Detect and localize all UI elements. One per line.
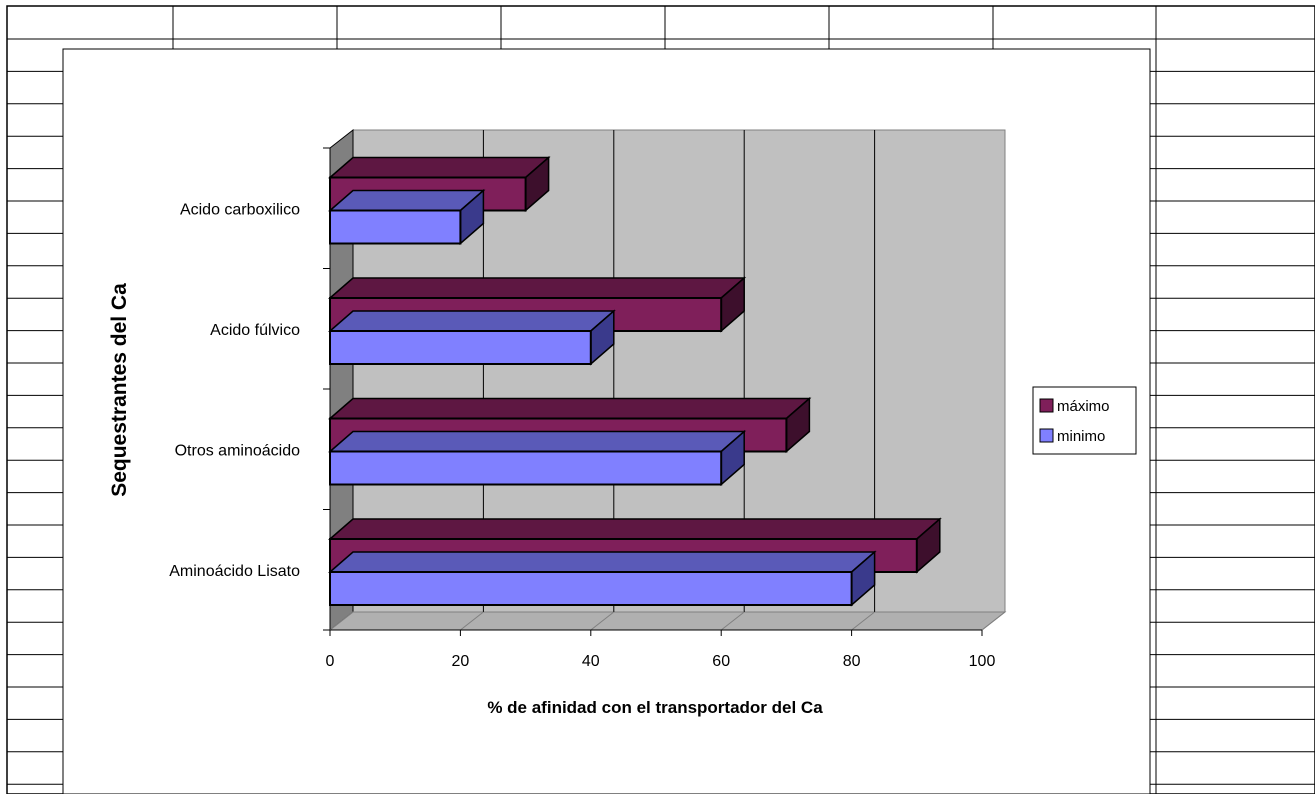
legend[interactable]: máximo minimo xyxy=(1032,386,1137,455)
bar-minimo-top xyxy=(327,551,877,573)
floor-gridline xyxy=(720,611,745,631)
bar-maximo-top xyxy=(327,397,812,420)
plot-area: 0 20 40 60 80 100 Aminoácido Lisato Otros amino… xyxy=(169,128,1007,670)
x-tick-label: 0 xyxy=(326,653,335,670)
legend-entry-label: minimo xyxy=(1057,428,1105,445)
legend-box xyxy=(1032,386,1137,455)
floor-gridline xyxy=(851,611,875,631)
x-tick-label: 20 xyxy=(452,653,470,670)
y-axis-title: Sequestrantes del Ca xyxy=(108,283,131,497)
y-tick-label: Aminoácido Lisato xyxy=(169,563,300,580)
y-tick-label: Acido carboxilico xyxy=(180,202,300,219)
bar-minimo-top xyxy=(327,310,616,332)
bar-minimo[interactable] xyxy=(329,450,723,486)
bar-minimo[interactable] xyxy=(329,330,592,365)
bar-minimo-top xyxy=(327,189,486,212)
floor-gridline xyxy=(981,611,1006,631)
legend-swatch xyxy=(1039,428,1054,443)
x-tick-label: 100 xyxy=(969,653,996,670)
floor-gridline xyxy=(460,611,484,631)
legend-swatch xyxy=(1039,398,1054,413)
x-tick-label: 60 xyxy=(712,653,730,670)
legend-entry-label: máximo xyxy=(1057,398,1110,415)
y-tick-label: Otros aminoácido xyxy=(175,443,300,460)
bar-minimo[interactable] xyxy=(329,571,853,606)
x-tick-label: 80 xyxy=(843,653,861,670)
x-tick-label: 40 xyxy=(582,653,600,670)
bar-maximo-top xyxy=(327,518,942,540)
floor xyxy=(328,611,1007,631)
bar-maximo-top xyxy=(327,277,747,299)
bar-minimo[interactable] xyxy=(329,209,462,245)
y-tick-label: Acido fúlvico xyxy=(210,322,300,339)
floor-gridline xyxy=(329,611,354,631)
bar-minimo-top xyxy=(327,430,747,453)
floor-gridline xyxy=(590,611,615,631)
bar-maximo-top xyxy=(327,156,551,179)
x-axis-title: % de afinidad con el transportador del C… xyxy=(487,698,823,717)
